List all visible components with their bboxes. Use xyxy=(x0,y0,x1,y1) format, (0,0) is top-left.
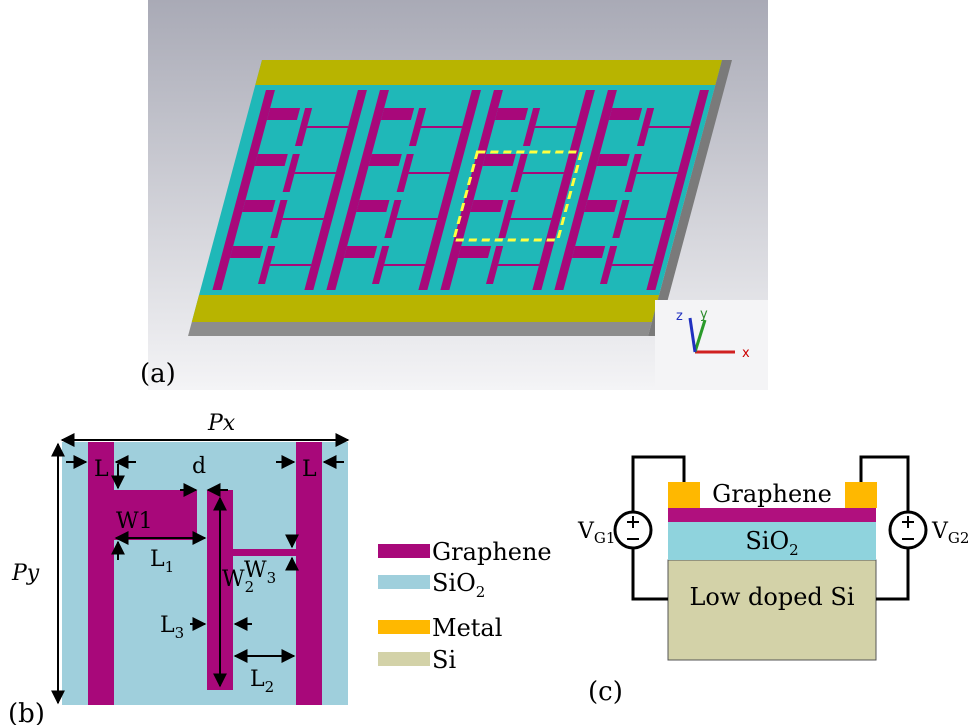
base: V xyxy=(577,519,595,544)
graphene-link xyxy=(522,172,564,174)
graphene-patch xyxy=(242,200,275,212)
sub: 1 xyxy=(165,558,175,576)
graphene-patch xyxy=(381,108,414,120)
figure: x y z (a) Px xyxy=(0,0,971,725)
base: Graphene xyxy=(432,538,552,566)
graphene-patch xyxy=(572,246,605,258)
graphene-patch xyxy=(267,108,300,120)
graphene-patch xyxy=(495,108,528,120)
graphene-patch xyxy=(597,154,630,166)
graphene-link xyxy=(624,218,666,220)
panel-label: (b) xyxy=(8,699,45,725)
shape-rect xyxy=(668,482,700,508)
shape-rect xyxy=(233,549,296,556)
dim-d: d xyxy=(192,454,206,479)
graphene-patch xyxy=(344,246,377,258)
sub: 2 xyxy=(789,541,799,559)
graphene-patch xyxy=(255,154,288,166)
legend-swatch xyxy=(378,620,430,634)
graphene-link xyxy=(270,264,312,266)
base: Metal xyxy=(432,614,502,642)
shape-rect xyxy=(655,300,768,390)
graphene-link xyxy=(282,218,324,220)
graphene-patch xyxy=(483,154,516,166)
graphene-link xyxy=(307,126,349,128)
sub: G1 xyxy=(594,529,616,547)
panel-b: Px Py L L d W1 L1 W2 W3 L3 L2 (b) Graphe… xyxy=(8,411,552,725)
graphene-patch xyxy=(230,246,263,258)
axis-y: y xyxy=(700,307,708,322)
legend-swatch xyxy=(378,544,430,558)
graphene-link xyxy=(649,126,691,128)
base: W xyxy=(244,558,267,583)
legend-swatch xyxy=(378,652,430,666)
shape-polyline xyxy=(633,548,668,599)
source-vg2: VG2 xyxy=(931,519,969,547)
shape-rect xyxy=(255,60,722,85)
sub: 3 xyxy=(175,624,185,642)
graphene-link xyxy=(636,172,678,174)
legend-label: SiO2 xyxy=(432,569,485,601)
panel-c: Graphene SiO2 Low doped Si VG1 VG2 (c) xyxy=(577,457,969,707)
dim-px: Px xyxy=(207,411,236,436)
graphene-patch xyxy=(470,200,503,212)
graphene-link xyxy=(498,264,540,266)
graphene-link xyxy=(384,264,426,266)
layer-si: Low doped Si xyxy=(689,583,854,611)
dim-w1: W1 xyxy=(116,509,153,534)
panel-a: x y z (a) xyxy=(140,0,768,390)
graphene-link xyxy=(421,126,463,128)
panel-label: (a) xyxy=(140,359,176,389)
dim-l: L xyxy=(302,457,317,482)
graphene-patch xyxy=(369,154,402,166)
base: W xyxy=(222,567,245,592)
sub: 3 xyxy=(267,569,277,587)
dim-py: Py xyxy=(11,561,40,586)
shape-rect xyxy=(188,322,652,336)
graphene-link xyxy=(510,218,552,220)
base: L xyxy=(250,667,265,692)
base: SiO xyxy=(745,527,789,555)
base: L xyxy=(160,613,175,638)
shape-g xyxy=(188,60,732,336)
sub: G2 xyxy=(948,529,970,547)
graphene-patch xyxy=(584,200,617,212)
sub: 2 xyxy=(476,583,486,601)
graphene-link xyxy=(612,264,654,266)
panel-label: (c) xyxy=(588,677,623,707)
layer-graphene: Graphene xyxy=(712,480,832,508)
legend-label: Metal xyxy=(432,614,502,642)
base: L xyxy=(150,547,165,572)
graphene-link xyxy=(535,126,577,128)
source-vg1: VG1 xyxy=(577,519,615,547)
legend-swatch xyxy=(378,575,430,589)
graphene-patch xyxy=(458,246,491,258)
axis-z: z xyxy=(676,309,683,324)
shape-polyline xyxy=(876,548,908,599)
legend: Graphene SiO2 Metal Si xyxy=(378,538,552,674)
legend-label: Si xyxy=(432,646,456,674)
axis-x: x xyxy=(742,346,750,361)
base: V xyxy=(931,519,949,544)
graphene-patch xyxy=(356,200,389,212)
graphene-link xyxy=(408,172,450,174)
shape-rect xyxy=(192,295,659,322)
sub: 2 xyxy=(265,678,275,696)
base: SiO xyxy=(432,569,476,597)
dim-l: L xyxy=(94,457,109,482)
graphene-link xyxy=(396,218,438,220)
legend-label: Graphene xyxy=(432,538,552,566)
graphene-patch xyxy=(609,108,642,120)
graphene-link xyxy=(294,172,336,174)
shape-rect xyxy=(668,508,876,522)
shape-rect xyxy=(845,482,877,508)
base: Si xyxy=(432,646,456,674)
